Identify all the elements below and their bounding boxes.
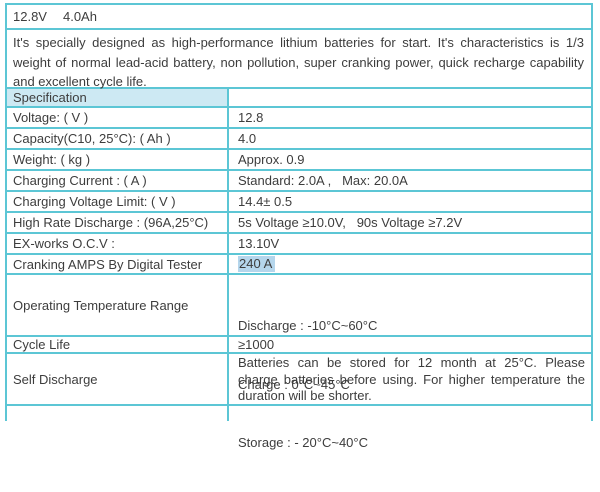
spec-value: Approx. 0.9 <box>238 152 305 167</box>
battery-spec-sheet: { "colors": { "border": "#5cc6d5", "head… <box>5 3 593 450</box>
spec-label: Cranking AMPS By Digital Tester <box>7 255 229 273</box>
battery-capacity: 4.0Ah <box>62 9 97 24</box>
spec-row-self-discharge: Self Discharge Batteries can be stored f… <box>7 354 591 406</box>
spec-value: Batteries can be stored for 12 month at … <box>238 355 589 403</box>
spec-label: Operating Temperature Range <box>7 275 229 335</box>
clipped-value-cell <box>229 406 591 421</box>
battery-voltage: 12.8V <box>13 9 47 24</box>
spec-row-voltage: Voltage: ( V ) 12.8 <box>7 108 591 129</box>
section-header-spacer <box>229 89 591 106</box>
spec-value: 240 A <box>229 255 591 273</box>
battery-description: It's specially designed as high-performa… <box>13 35 584 89</box>
spec-label: Self Discharge <box>7 354 229 404</box>
spec-row-high-rate-discharge: High Rate Discharge : (96A,25°C) 5s Volt… <box>7 213 591 234</box>
spec-row-operating-temperature: Operating Temperature Range Discharge : … <box>7 275 591 450</box>
specification-table: 12.8V 4.0Ah It's specially designed as h… <box>5 3 593 450</box>
spec-label: EX-works O.C.V : <box>7 234 229 253</box>
clipped-next-row <box>7 406 591 421</box>
spec-row-capacity: Capacity(C10, 25°C): ( Ah ) 4.0 <box>7 129 591 150</box>
temp-line-discharge: Discharge : -10°C~60°C <box>238 318 378 333</box>
spec-label: Capacity(C10, 25°C): ( Ah ) <box>7 129 229 148</box>
spec-value: 12.8 <box>238 110 264 125</box>
highlighted-value: 240 A <box>238 256 276 272</box>
spec-value: Standard: 2.0A , Max: 20.0A <box>238 173 408 188</box>
spec-row-cranking-amps: Cranking AMPS By Digital Tester 240 A <box>7 255 591 275</box>
section-header-label: Specification <box>7 89 229 106</box>
spec-row-charging-current: Charging Current : ( A ) Standard: 2.0A … <box>7 171 591 192</box>
spec-value: 5s Voltage ≥10.0V, 90s Voltage ≥7.2V <box>238 215 463 230</box>
spec-value: Discharge : -10°C~60°C Charge : 0°C~45°C… <box>229 275 591 450</box>
spec-value: 13.10V <box>238 236 280 251</box>
spec-value: ≥1000 <box>238 337 275 352</box>
spec-label: High Rate Discharge : (96A,25°C) <box>7 213 229 232</box>
spec-value: 14.4± 0.5 <box>238 194 293 209</box>
battery-title: 12.8V 4.0Ah <box>7 5 591 28</box>
spec-value: 4.0 <box>238 131 257 146</box>
spec-row-weight: Weight: ( kg ) Approx. 0.9 <box>7 150 591 171</box>
title-row: 12.8V 4.0Ah <box>7 5 591 30</box>
temp-line-charge: Charge : 0°C~45°C <box>238 376 350 392</box>
spec-label: Weight: ( kg ) <box>7 150 229 169</box>
spec-label: Charging Current : ( A ) <box>7 171 229 190</box>
clipped-label-cell <box>7 406 229 421</box>
section-header-row: Specification <box>7 89 591 108</box>
spec-label: Charging Voltage Limit: ( V ) <box>7 192 229 211</box>
spec-row-ex-works-ocv: EX-works O.C.V : 13.10V <box>7 234 591 255</box>
spec-row-charging-voltage-limit: Charging Voltage Limit: ( V ) 14.4± 0.5 <box>7 192 591 213</box>
spec-row-cycle-life: Cycle Life ≥1000 <box>7 337 591 354</box>
description-row: It's specially designed as high-performa… <box>7 30 591 89</box>
spec-label: Cycle Life <box>7 337 229 352</box>
spec-label: Voltage: ( V ) <box>7 108 229 127</box>
temp-line-storage: Storage : - 20°C~40°C <box>238 435 368 450</box>
